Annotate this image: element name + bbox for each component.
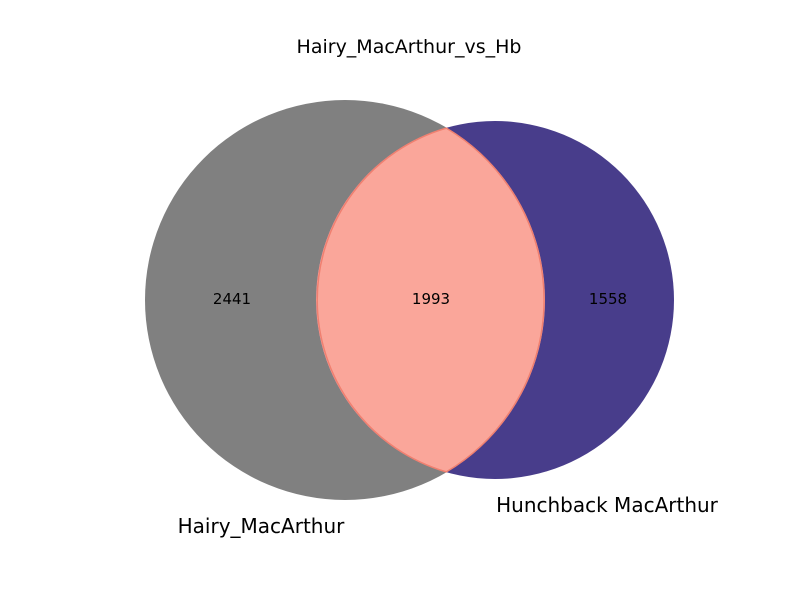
- diagram-title: Hairy_MacArthur_vs_Hb: [297, 36, 522, 58]
- set-b-label: Hunchback MacArthur: [496, 493, 719, 517]
- intersection-count: 1993: [412, 290, 450, 308]
- set-b-only-count: 1558: [589, 290, 627, 308]
- set-a-label: Hairy_MacArthur: [178, 514, 346, 538]
- intersection-outline: [316, 127, 545, 473]
- set-a-only-count: 2441: [213, 290, 251, 308]
- intersection-region: [316, 121, 545, 479]
